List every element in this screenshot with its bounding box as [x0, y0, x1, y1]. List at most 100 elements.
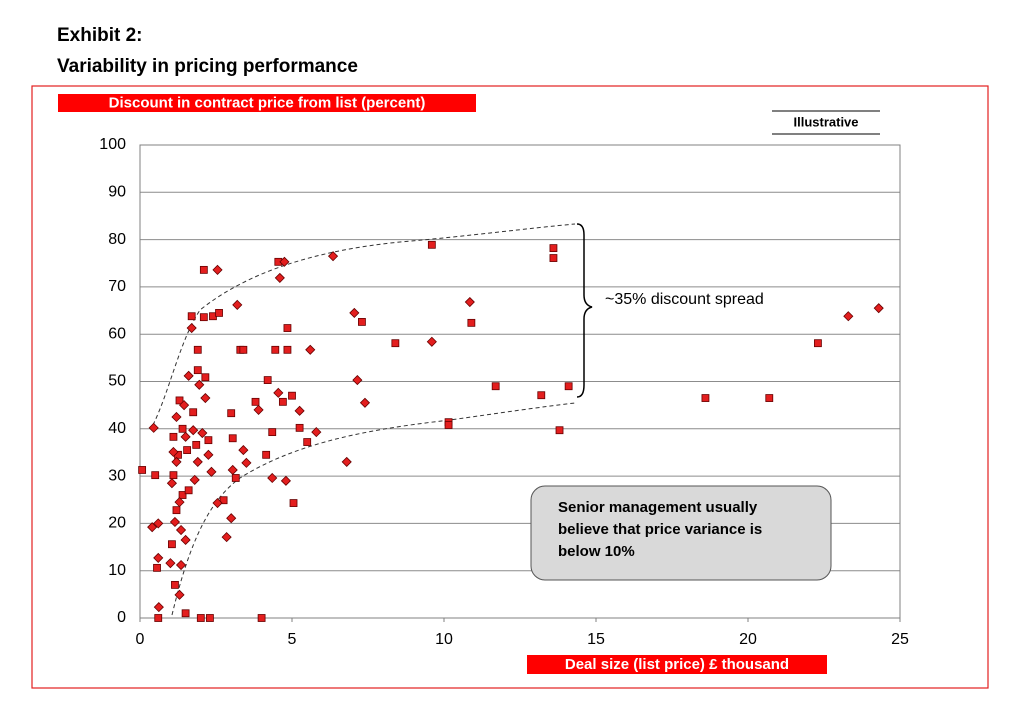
point — [168, 540, 176, 549]
point — [187, 312, 196, 321]
title-line: Variability in pricing performance — [57, 56, 358, 77]
point — [262, 450, 271, 459]
point — [219, 496, 228, 505]
point — [491, 382, 500, 391]
point — [200, 392, 211, 404]
y-tick-label: 50 — [108, 373, 126, 390]
point — [193, 345, 202, 354]
point — [189, 408, 198, 417]
point — [352, 375, 363, 386]
point — [194, 379, 205, 390]
point — [549, 254, 558, 262]
x-tick-label: 20 — [739, 631, 757, 648]
point — [294, 405, 305, 416]
point — [147, 522, 158, 533]
point — [199, 265, 208, 274]
point — [426, 336, 437, 347]
point — [199, 313, 208, 322]
point — [174, 589, 185, 600]
y-tick-label: 100 — [99, 136, 126, 153]
point — [251, 397, 260, 406]
x-tick-label: 25 — [891, 631, 909, 648]
point — [283, 345, 292, 354]
point — [189, 474, 200, 485]
point — [278, 397, 287, 406]
y-tick-label: 0 — [117, 609, 126, 626]
point — [271, 345, 280, 354]
callout-line: Senior management usually — [558, 499, 758, 516]
point — [178, 491, 187, 499]
point — [227, 409, 236, 418]
y-tick-label: 80 — [108, 231, 126, 248]
point — [327, 251, 339, 262]
point — [154, 614, 163, 622]
point — [241, 457, 252, 468]
point — [180, 431, 191, 442]
point — [196, 614, 205, 622]
y-axis-label: Discount in contract price from list (pe… — [109, 94, 426, 111]
point — [153, 602, 164, 613]
y-tick-label: 70 — [108, 278, 126, 295]
point — [184, 486, 193, 495]
marks — [138, 240, 884, 622]
point — [280, 475, 291, 486]
point — [153, 518, 164, 529]
point — [168, 446, 179, 458]
point — [175, 559, 187, 571]
x-tick-label: 15 — [587, 631, 605, 648]
point — [192, 440, 201, 449]
callout-line: believe that price variance is — [558, 521, 762, 538]
callout — [530, 485, 832, 581]
point — [267, 472, 278, 484]
point — [341, 456, 352, 467]
y-tick-label: 10 — [108, 562, 126, 579]
point — [467, 318, 476, 327]
point — [206, 614, 214, 622]
x-label-box — [527, 655, 827, 674]
point — [537, 391, 546, 400]
title-line: Exhibit 2: — [57, 25, 143, 46]
point — [171, 411, 182, 423]
point — [427, 240, 436, 249]
tag: Illustrative — [793, 114, 858, 129]
point — [274, 272, 285, 283]
point — [166, 478, 177, 489]
brace — [576, 223, 593, 398]
x-tick-label: 10 — [435, 631, 453, 648]
point — [227, 464, 238, 476]
point — [171, 456, 182, 467]
point — [253, 404, 264, 415]
point — [188, 425, 199, 436]
point — [283, 324, 292, 332]
point — [288, 391, 296, 400]
point — [814, 339, 822, 348]
point — [204, 436, 213, 445]
point — [169, 471, 178, 480]
point — [153, 563, 161, 572]
point — [183, 370, 194, 381]
x-tick-label: 0 — [136, 631, 145, 648]
point — [151, 471, 160, 480]
point — [268, 428, 277, 437]
point — [359, 397, 371, 408]
point — [192, 456, 203, 467]
plot-area — [139, 144, 901, 619]
point — [171, 580, 179, 589]
point — [311, 427, 322, 438]
x-tick-label: 5 — [288, 631, 297, 648]
point — [555, 426, 564, 435]
point — [175, 524, 187, 536]
point — [180, 534, 191, 546]
point — [148, 422, 159, 433]
point — [358, 318, 366, 326]
point — [203, 449, 214, 460]
point — [701, 394, 710, 402]
point — [197, 427, 208, 439]
point — [391, 339, 400, 348]
point — [263, 376, 272, 384]
point — [178, 424, 187, 433]
point — [175, 396, 184, 405]
point — [181, 609, 190, 618]
upper-envelope — [152, 223, 576, 426]
